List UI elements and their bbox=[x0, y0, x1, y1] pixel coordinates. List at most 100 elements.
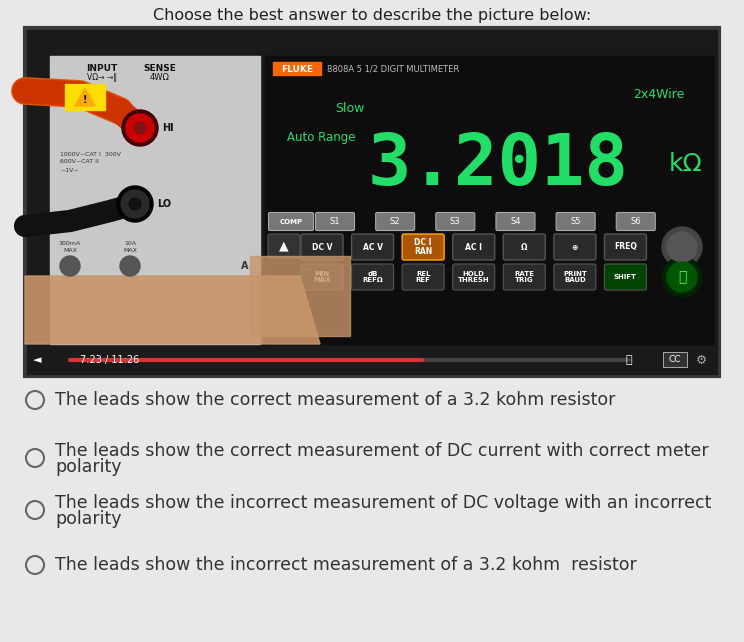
Text: AC V: AC V bbox=[362, 243, 382, 252]
FancyBboxPatch shape bbox=[554, 234, 596, 260]
FancyBboxPatch shape bbox=[556, 213, 595, 230]
Text: SENSE: SENSE bbox=[144, 64, 176, 73]
Circle shape bbox=[121, 190, 149, 218]
Polygon shape bbox=[75, 88, 95, 106]
Text: REL
REF: REL REF bbox=[416, 271, 431, 283]
Text: FREQ: FREQ bbox=[614, 243, 637, 252]
FancyBboxPatch shape bbox=[436, 213, 475, 230]
Text: S3: S3 bbox=[450, 217, 461, 226]
Text: 300mA: 300mA bbox=[59, 241, 81, 246]
Bar bbox=[65, 84, 105, 110]
Text: ▲: ▲ bbox=[279, 239, 289, 252]
Text: RATE
TRIG: RATE TRIG bbox=[514, 271, 534, 283]
Text: dB
REFΩ: dB REFΩ bbox=[362, 271, 383, 283]
FancyBboxPatch shape bbox=[301, 234, 343, 260]
Text: 7:23 / 11:26: 7:23 / 11:26 bbox=[80, 355, 139, 365]
FancyBboxPatch shape bbox=[315, 213, 354, 230]
Text: 10A: 10A bbox=[124, 241, 136, 246]
Text: !: ! bbox=[83, 95, 87, 105]
FancyBboxPatch shape bbox=[376, 213, 414, 230]
Text: polarity: polarity bbox=[55, 510, 121, 528]
FancyBboxPatch shape bbox=[403, 234, 444, 260]
Text: 2x4Wire: 2x4Wire bbox=[633, 87, 684, 101]
Circle shape bbox=[667, 232, 697, 262]
Text: 8808A 5 1/2 DIGIT MULTIMETER: 8808A 5 1/2 DIGIT MULTIMETER bbox=[327, 64, 459, 73]
Text: PRINT
BAUD: PRINT BAUD bbox=[563, 271, 587, 283]
Circle shape bbox=[667, 262, 697, 292]
Text: A: A bbox=[241, 261, 248, 271]
Circle shape bbox=[126, 114, 154, 142]
Text: MAX: MAX bbox=[123, 248, 137, 253]
Text: ~1V~: ~1V~ bbox=[60, 168, 79, 173]
FancyBboxPatch shape bbox=[25, 28, 719, 376]
FancyBboxPatch shape bbox=[554, 264, 596, 290]
Text: Choose the best answer to describe the picture below:: Choose the best answer to describe the p… bbox=[153, 8, 591, 23]
Text: S4: S4 bbox=[510, 217, 521, 226]
Text: kΩ: kΩ bbox=[669, 152, 703, 176]
Circle shape bbox=[662, 257, 702, 297]
Text: MIN
MAX: MIN MAX bbox=[313, 271, 331, 283]
FancyBboxPatch shape bbox=[269, 213, 313, 230]
Text: DC V: DC V bbox=[312, 243, 333, 252]
FancyBboxPatch shape bbox=[604, 234, 647, 260]
Text: S1: S1 bbox=[330, 217, 340, 226]
FancyBboxPatch shape bbox=[452, 234, 495, 260]
Circle shape bbox=[134, 122, 146, 134]
Circle shape bbox=[122, 110, 158, 146]
FancyBboxPatch shape bbox=[352, 264, 394, 290]
Text: FLUKE: FLUKE bbox=[281, 65, 313, 74]
Text: DC I
RAN: DC I RAN bbox=[414, 238, 432, 256]
Text: The leads show the incorrect measurement of DC voltage with an incorrect: The leads show the incorrect measurement… bbox=[55, 494, 711, 512]
Bar bbox=[250, 256, 350, 336]
Text: ⏸: ⏸ bbox=[626, 355, 632, 365]
Bar bbox=[273, 62, 321, 75]
Circle shape bbox=[120, 256, 140, 276]
FancyBboxPatch shape bbox=[616, 213, 655, 230]
Text: The leads show the incorrect measurement of a 3.2 kohm  resistor: The leads show the incorrect measurement… bbox=[55, 556, 637, 574]
Text: polarity: polarity bbox=[55, 458, 121, 476]
Text: ◄: ◄ bbox=[33, 355, 41, 365]
FancyBboxPatch shape bbox=[452, 264, 495, 290]
Text: S2: S2 bbox=[390, 217, 400, 226]
FancyBboxPatch shape bbox=[496, 213, 535, 230]
FancyBboxPatch shape bbox=[301, 264, 343, 290]
Text: Auto Range: Auto Range bbox=[287, 132, 356, 144]
Text: COMP: COMP bbox=[280, 218, 303, 225]
FancyBboxPatch shape bbox=[663, 352, 687, 367]
Text: ⊕: ⊕ bbox=[571, 243, 578, 252]
Bar bbox=[50, 56, 260, 344]
Bar bbox=[265, 56, 714, 344]
FancyBboxPatch shape bbox=[503, 234, 545, 260]
Text: The leads show the correct measurement of a 3.2 kohm resistor: The leads show the correct measurement o… bbox=[55, 391, 615, 409]
Text: LO: LO bbox=[157, 199, 171, 209]
Text: S5: S5 bbox=[571, 217, 581, 226]
FancyBboxPatch shape bbox=[352, 234, 394, 260]
Text: CC: CC bbox=[669, 356, 682, 365]
Bar bbox=[27, 30, 717, 374]
Text: SHIFT: SHIFT bbox=[614, 274, 637, 280]
Text: 4WΩ: 4WΩ bbox=[150, 73, 170, 82]
Text: The leads show the correct measurement of DC current with correct meter: The leads show the correct measurement o… bbox=[55, 442, 708, 460]
Text: Ω: Ω bbox=[521, 243, 527, 252]
Text: HI: HI bbox=[162, 123, 173, 133]
FancyBboxPatch shape bbox=[503, 264, 545, 290]
Circle shape bbox=[662, 227, 702, 267]
Text: INPUT: INPUT bbox=[86, 64, 118, 73]
Circle shape bbox=[129, 198, 141, 210]
Text: ⚙: ⚙ bbox=[696, 354, 707, 367]
Text: 1000V~CAT I  300V: 1000V~CAT I 300V bbox=[60, 152, 121, 157]
Polygon shape bbox=[25, 276, 320, 344]
Text: 3.2018: 3.2018 bbox=[368, 132, 629, 200]
Text: MAX: MAX bbox=[63, 248, 77, 253]
Text: AC I: AC I bbox=[465, 243, 482, 252]
FancyBboxPatch shape bbox=[604, 264, 647, 290]
Circle shape bbox=[117, 186, 153, 222]
Text: Slow: Slow bbox=[336, 101, 365, 114]
Text: S6: S6 bbox=[630, 217, 641, 226]
Circle shape bbox=[60, 256, 80, 276]
Text: 600V~CAT II: 600V~CAT II bbox=[60, 159, 99, 164]
Text: HOLD
THRESH: HOLD THRESH bbox=[458, 271, 490, 283]
FancyBboxPatch shape bbox=[268, 234, 300, 258]
Text: VΩ⊸ ⊸‖: VΩ⊸ ⊸‖ bbox=[87, 73, 117, 82]
Text: ⏻: ⏻ bbox=[678, 270, 686, 284]
